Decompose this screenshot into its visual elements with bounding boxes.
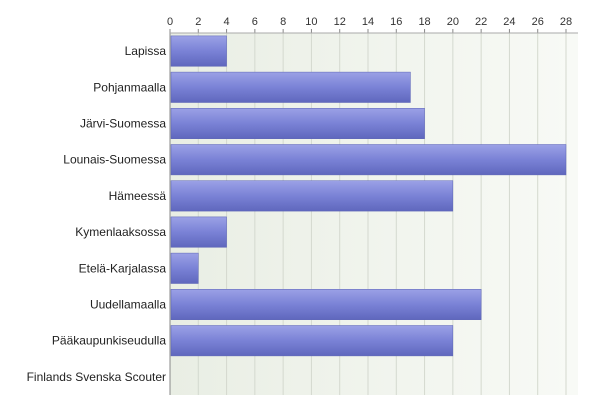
- x-tick-label: 4: [224, 16, 230, 28]
- x-tick-label: 10: [305, 16, 317, 28]
- x-tick-label: 0: [167, 16, 173, 28]
- bar: [170, 289, 482, 320]
- x-axis-ticks: 0 2 4 6 8 10 12 14 16 18 20 22 24 26 28: [167, 16, 572, 33]
- bar: [170, 252, 199, 284]
- category-labels: Lapissa Pohjanmaalla Järvi-Suomessa Lounais…: [27, 44, 167, 384]
- category-label: Uudellamaalla: [90, 298, 166, 312]
- x-tick-label: 22: [475, 16, 487, 28]
- category-label: Pohjanmaalla: [93, 80, 166, 94]
- x-tick-label: 24: [503, 16, 515, 28]
- bar: [170, 325, 454, 357]
- bar: [170, 180, 454, 212]
- x-tick-label: 26: [532, 16, 544, 28]
- x-tick-label: 6: [252, 16, 258, 28]
- bar: [170, 71, 411, 103]
- category-label: Lapissa: [125, 44, 167, 58]
- x-tick-label: 8: [280, 16, 286, 28]
- category-label: Lounais-Suomessa: [63, 153, 166, 167]
- category-label: Pääkaupunkiseudulla: [52, 334, 166, 348]
- category-label: Hämeessä: [109, 189, 167, 203]
- bar: [170, 35, 227, 67]
- x-tick-label: 18: [418, 16, 430, 28]
- bars: [170, 35, 567, 357]
- category-label: Kymenlaaksossa: [75, 225, 166, 239]
- category-label: Etelä-Karjalassa: [79, 261, 167, 275]
- x-tick-label: 20: [447, 16, 459, 28]
- x-tick-label: 12: [334, 16, 346, 28]
- bar: [170, 216, 227, 248]
- x-tick-label: 14: [362, 16, 374, 28]
- bar: [170, 144, 567, 176]
- category-label: Järvi-Suomessa: [80, 117, 166, 131]
- x-tick-label: 16: [390, 16, 402, 28]
- bar: [170, 108, 425, 139]
- x-tick-label: 2: [195, 16, 201, 28]
- category-label: Finlands Svenska Scouter: [27, 370, 166, 384]
- x-tick-label: 28: [560, 16, 572, 28]
